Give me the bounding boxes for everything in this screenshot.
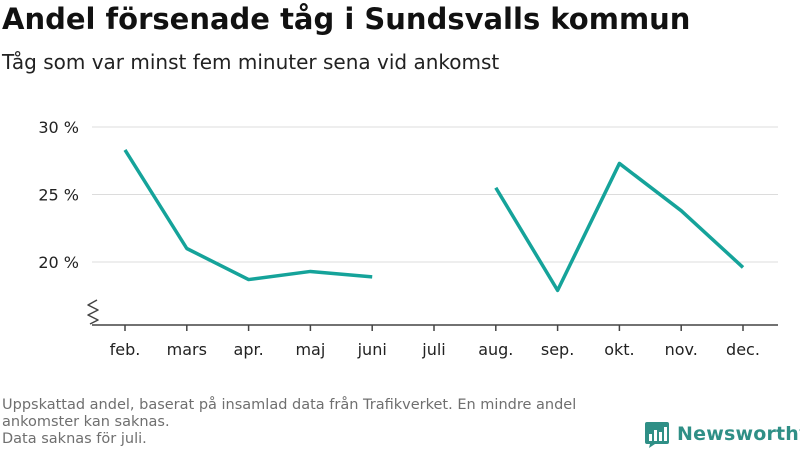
newsworthy-logo: Newsworthy bbox=[644, 420, 800, 448]
series-line bbox=[494, 161, 745, 293]
x-tick-label: apr. bbox=[234, 340, 264, 359]
x-tick-label: juli bbox=[421, 340, 445, 359]
x-axis bbox=[87, 299, 778, 326]
x-tick-label: aug. bbox=[478, 340, 513, 359]
x-axis-ticks: feb. mars apr. maj juni juli aug. sep. okt. nov. d… bbox=[110, 325, 760, 359]
axis-break-icon bbox=[87, 299, 99, 325]
y-tick-label: 30 % bbox=[38, 118, 79, 137]
x-tick-label: mars bbox=[167, 340, 207, 359]
y-axis-ticks: 20 % 25 % 30 % bbox=[38, 118, 79, 272]
footnote-line-1: Uppskattad andel, baserat på insamlad da… bbox=[2, 397, 577, 430]
x-tick-label: feb. bbox=[110, 340, 141, 359]
chart-title: Andel försenade tåg i Sundsvalls kommun bbox=[2, 2, 691, 36]
x-tick-label: juni bbox=[357, 340, 387, 359]
y-tick-label: 25 % bbox=[38, 186, 79, 205]
x-tick-label: nov. bbox=[665, 340, 698, 359]
x-tick-label: dec. bbox=[726, 340, 760, 359]
x-tick-label: okt. bbox=[604, 340, 634, 359]
x-tick-label: maj bbox=[295, 340, 325, 359]
series-lines bbox=[123, 149, 745, 293]
newsworthy-logo-icon bbox=[645, 421, 669, 448]
footnote: Uppskattad andel, baserat på insamlad da… bbox=[2, 397, 632, 448]
y-tick-label: 20 % bbox=[38, 253, 79, 272]
series-line bbox=[123, 149, 373, 282]
line-chart: 20 % 25 % 30 % feb. mars apr. maj juni juli aug.… bbox=[38, 118, 778, 359]
chart-subtitle: Tåg som var minst fem minuter sena vid a… bbox=[2, 50, 500, 74]
x-tick-label: sep. bbox=[541, 340, 574, 359]
logo-text: Newsworthy bbox=[677, 423, 800, 445]
gridlines bbox=[92, 126, 778, 263]
footnote-line-2: Data saknas för juli. bbox=[2, 431, 147, 447]
